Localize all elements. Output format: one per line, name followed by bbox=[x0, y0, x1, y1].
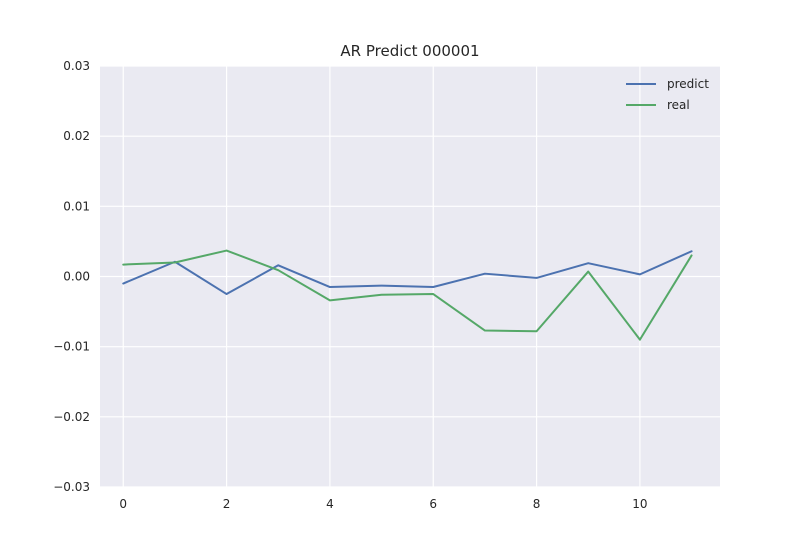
y-tick-label: −0.03 bbox=[53, 480, 90, 494]
y-tick-label: 0.01 bbox=[63, 199, 90, 213]
grid bbox=[100, 65, 720, 488]
series-line-real bbox=[122, 249, 693, 341]
x-tick-label: 4 bbox=[326, 497, 334, 511]
x-axis-ticks: 0 2 4 6 8 10 bbox=[119, 497, 647, 511]
y-tick-label: 0.00 bbox=[63, 270, 90, 284]
legend-label-real: real bbox=[667, 98, 690, 112]
y-axis-ticks: −0.03 −0.02 −0.01 0.00 0.01 0.02 0.03 bbox=[53, 59, 90, 494]
y-tick-label: 0.02 bbox=[63, 129, 90, 143]
y-tick-label: 0.03 bbox=[63, 59, 90, 73]
x-tick-label: 2 bbox=[223, 497, 231, 511]
chart-title: AR Predict 000001 bbox=[340, 42, 479, 60]
series-lines bbox=[122, 249, 693, 341]
y-tick-label: −0.02 bbox=[53, 410, 90, 424]
series-line-predict bbox=[122, 250, 693, 296]
x-tick-label: 6 bbox=[429, 497, 437, 511]
legend-label-predict: predict bbox=[667, 77, 709, 91]
legend: predict real bbox=[626, 77, 709, 112]
x-tick-label: 0 bbox=[119, 497, 127, 511]
y-tick-label: −0.01 bbox=[53, 340, 90, 354]
x-tick-label: 10 bbox=[632, 497, 647, 511]
x-tick-label: 8 bbox=[533, 497, 541, 511]
